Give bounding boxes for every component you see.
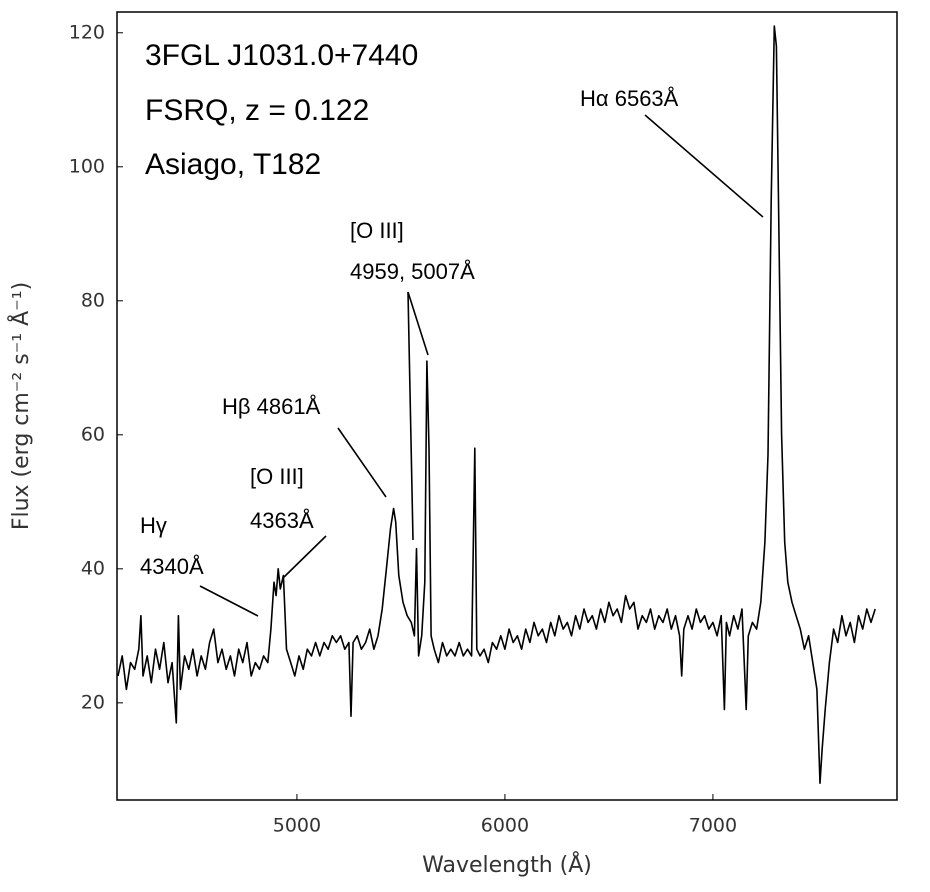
annotation: 4959, 5007Å [350, 259, 475, 284]
annotation: Hα 6563Å [580, 86, 679, 111]
annotation: Asiago, T182 [145, 148, 321, 181]
y-tick-label: 100 [69, 155, 105, 177]
annotation: 4340Å [140, 554, 204, 579]
x-tick-label: 6000 [481, 815, 529, 837]
annotation: 3FGL J1031.0+7440 [145, 39, 418, 72]
spectrum-line [117, 25, 876, 784]
annotation: [O III] [350, 218, 404, 243]
annotation: FSRQ, z = 0.122 [145, 94, 369, 127]
annotation: Hγ [140, 513, 167, 538]
y-tick-label: 40 [81, 557, 105, 579]
annotation-pointer [407, 291, 414, 541]
y-axis-label: Flux (erg cm⁻² s⁻¹ Å⁻¹) [7, 282, 34, 530]
annotation: 4363Å [250, 508, 314, 533]
annotation: [O III] [250, 464, 304, 489]
x-tick-label: 5000 [273, 815, 321, 837]
annotation: Hβ 4861Å [222, 394, 321, 419]
annotation-pointer [644, 114, 764, 218]
annotation-pointer [337, 427, 387, 498]
y-tick-label: 20 [81, 691, 105, 713]
y-tick-label: 60 [81, 423, 105, 445]
annotation-pointer [282, 535, 327, 579]
plot-frame [116, 11, 898, 801]
x-tick-label: 7000 [689, 815, 737, 837]
y-tick-label: 80 [81, 289, 105, 311]
y-tick-label: 120 [69, 21, 105, 43]
x-axis-label: Wavelength (Å) [422, 851, 592, 878]
annotation-pointer [407, 291, 429, 356]
annotation-pointer [199, 585, 259, 617]
